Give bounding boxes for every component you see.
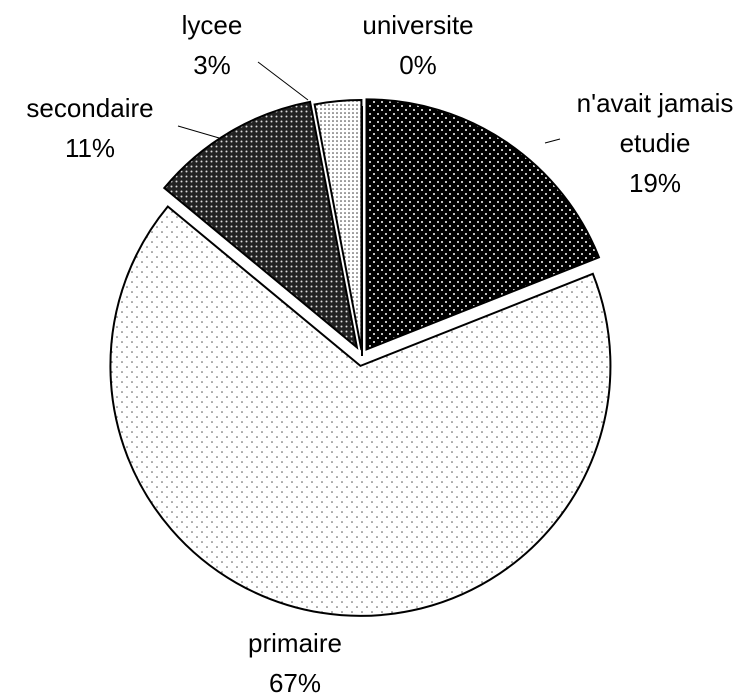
value-label: 3%: [193, 50, 231, 80]
value-label: 0%: [399, 50, 437, 80]
pie-slice: [365, 98, 601, 351]
slice-label: n'avait jamais etudie 19%: [555, 83, 755, 203]
leader-line: [544, 138, 561, 144]
leader-lines: [177, 61, 561, 144]
category-label: primaire: [248, 628, 342, 658]
value-label: 11%: [64, 133, 116, 163]
leader-line: [177, 125, 227, 141]
pie-slice: [109, 205, 612, 617]
slice-label: secondaire 11%: [0, 88, 190, 168]
slice-label: universite 0%: [338, 5, 498, 85]
category-label: n'avait jamais etudie: [576, 88, 734, 158]
slice-label: primaire 67%: [195, 623, 395, 697]
category-label: secondaire: [26, 93, 154, 123]
value-label: 67%: [268, 668, 322, 697]
pie-slice: [162, 100, 359, 350]
category-label: universite: [362, 10, 474, 40]
value-label: 19%: [628, 168, 682, 198]
pie-slice: [313, 99, 363, 351]
leader-line: [257, 61, 309, 101]
category-label: lycee: [181, 10, 243, 40]
slice-label: lycee 3%: [152, 5, 272, 85]
